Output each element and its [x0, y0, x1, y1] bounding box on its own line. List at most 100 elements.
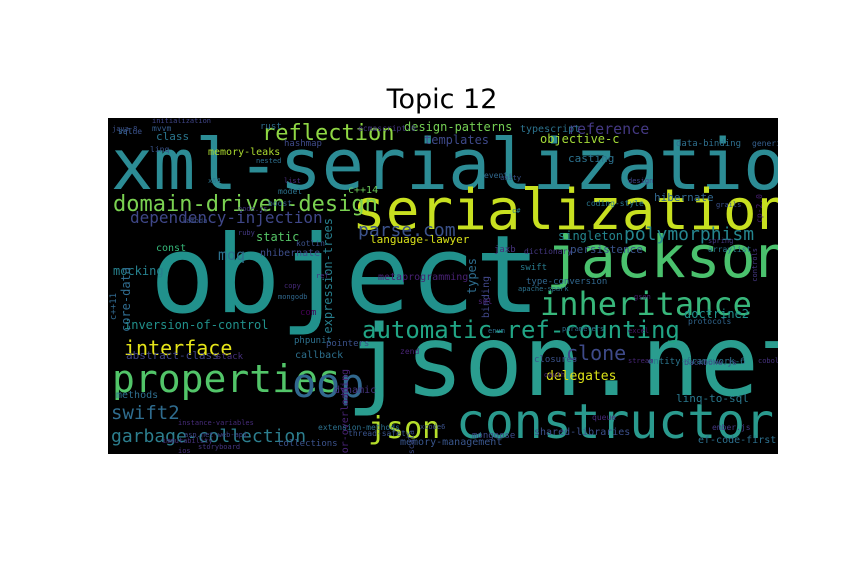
word-31: doctrine2 — [684, 307, 750, 321]
word-79: copy — [284, 282, 301, 290]
word-43: entity-framework-6 — [648, 357, 746, 367]
chart-title: Topic 12 — [386, 84, 498, 115]
word-51: hibernate — [654, 191, 714, 204]
word-52: typescript — [520, 124, 581, 135]
word-102: scala — [407, 430, 416, 454]
word-115: enum — [488, 327, 505, 335]
word-112: list — [284, 177, 301, 185]
word-28: language-lawyer — [370, 233, 470, 246]
word-2: xml-serialization — [111, 124, 778, 206]
word-104: queue — [592, 413, 617, 422]
word-24: objective-c — [540, 132, 620, 146]
word-118: zend — [400, 347, 420, 356]
word-119: grails — [716, 201, 742, 209]
word-110: c# — [512, 207, 521, 215]
word-111: spring — [708, 237, 734, 245]
word-117: excel — [628, 327, 650, 335]
word-13: garbage-collection — [111, 426, 307, 447]
word-87: java-8 — [112, 125, 138, 133]
word-85: apache-spark — [518, 285, 569, 293]
word-17: swift2 — [111, 402, 180, 424]
word-113: boost — [268, 199, 293, 208]
word-93: extension-methods — [318, 423, 400, 432]
word-94: instance-variables — [178, 419, 254, 427]
word-58: metaprogramming — [378, 272, 469, 283]
word-30: persistence — [570, 243, 643, 256]
word-21: moq — [218, 246, 246, 264]
word-107: stream — [628, 357, 654, 365]
word-62: callback — [295, 350, 344, 361]
word-97: immutability — [162, 437, 213, 445]
word-120: cobol — [758, 357, 778, 365]
word-86: thread-safety — [348, 429, 411, 438]
word-71: phpunit — [294, 336, 332, 346]
word-66: jaxb — [494, 245, 516, 255]
word-cloud: object json.net xml-serialization serializa… — [108, 118, 778, 454]
word-3: serialization — [352, 178, 778, 243]
word-75: ember.js — [712, 423, 751, 432]
word-54: casting — [568, 152, 615, 165]
word-22: inversion-of-control — [124, 318, 269, 332]
word-83: mongodb — [278, 293, 308, 301]
word-56: shared-libraries — [534, 427, 631, 438]
word-8: automatic-ref-counting — [362, 316, 680, 344]
word-33: linq-to-sql — [676, 392, 749, 405]
word-60: pointers — [326, 339, 370, 349]
word-57: ef-code-first — [698, 435, 777, 446]
word-55: c++14 — [348, 185, 379, 196]
word-44: closures — [534, 355, 578, 365]
word-122: sql — [118, 127, 133, 136]
word-1: json.net — [346, 305, 778, 419]
word-67: mvvm — [152, 124, 172, 133]
word-15: interface — [124, 336, 233, 360]
word-84: kotlin — [296, 239, 325, 248]
word-16: clone — [566, 341, 627, 365]
word-74: backbone.js — [684, 358, 737, 367]
word-73: collections — [278, 439, 338, 449]
word-72: operator-overloading — [340, 369, 351, 454]
word-89: x64 — [208, 177, 221, 185]
word-105: gson — [634, 293, 651, 301]
word-4: jackson — [546, 223, 778, 291]
word-53: templates — [424, 133, 490, 147]
word-108: design — [628, 177, 654, 185]
word-61: protocols — [688, 317, 732, 326]
word-101: ruby — [238, 229, 255, 237]
word-37: abstract-class — [126, 349, 219, 362]
word-29: singleton — [558, 229, 624, 243]
word-80: ecmascript-6 — [358, 124, 416, 133]
word-5: constructor — [456, 394, 774, 450]
word-41: core-data — [119, 267, 133, 333]
word-121: ref — [316, 272, 329, 280]
word-95: asp.net-web-api — [184, 431, 248, 439]
word-76: cp-2.0 — [755, 194, 764, 223]
word-88: storyboard — [198, 443, 241, 451]
word-103: coding-style — [586, 199, 644, 208]
word-63: swift — [520, 263, 548, 273]
word-20: dependency-injection — [130, 208, 323, 227]
word-65: type-conversion — [526, 277, 608, 287]
word-25: generics — [752, 139, 778, 148]
word-7: inheritance — [540, 285, 752, 323]
word-82: arraylist — [708, 245, 752, 254]
word-68: linq — [150, 145, 170, 154]
word-0: object — [150, 213, 541, 338]
word-98: sml — [478, 297, 493, 306]
word-91: nested — [256, 157, 282, 165]
word-45: class — [156, 130, 190, 143]
word-48: com — [300, 308, 317, 318]
word-19: reference — [568, 120, 650, 138]
word-32: delegates — [546, 369, 617, 384]
word-109: model — [278, 187, 303, 196]
word-10: json — [368, 411, 441, 446]
word-39: memory-management — [400, 437, 503, 448]
word-12: reflection — [262, 121, 395, 146]
word-114: unity — [500, 174, 522, 182]
word-78: dictionary — [524, 247, 573, 256]
word-9: oop — [292, 361, 365, 407]
word-92: oauth — [544, 371, 566, 379]
word-36: nhibernate — [260, 248, 321, 259]
word-123: value — [118, 127, 143, 136]
word-35: static — [256, 230, 300, 244]
word-69: rust — [260, 122, 282, 132]
